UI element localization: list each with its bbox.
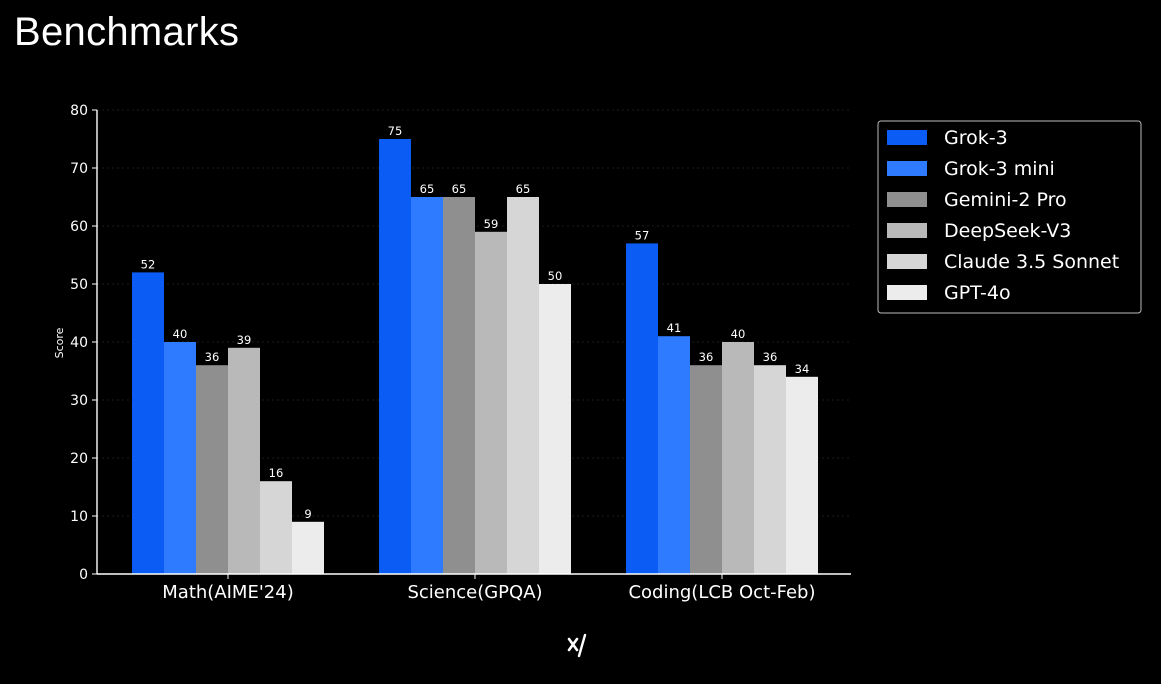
bar <box>626 243 658 574</box>
bar <box>379 139 411 574</box>
bar <box>164 342 196 574</box>
data-label: 40 <box>731 327 746 341</box>
legend-swatch <box>887 161 927 176</box>
bar <box>539 284 571 574</box>
bar <box>786 376 818 574</box>
bars: 52 40 36 39 16 9 75 65 65 59 65 50 57 41 36 40 36 34 <box>132 124 818 575</box>
bar <box>196 365 228 574</box>
data-label: 34 <box>795 362 810 376</box>
legend-label: GPT-4o <box>944 282 1011 304</box>
data-label: 50 <box>548 269 563 283</box>
page-title: Benchmarks <box>14 10 240 54</box>
data-label: 40 <box>173 327 188 341</box>
y-tick-label: 40 <box>70 335 88 351</box>
data-label: 59 <box>484 217 499 231</box>
data-label: 41 <box>667 321 682 335</box>
y-tick-label: 0 <box>79 567 88 583</box>
y-tick-label: 80 <box>70 103 88 119</box>
x-tick-label: Science(GPQA) <box>407 582 542 603</box>
bar <box>132 272 164 574</box>
data-label: 36 <box>699 350 714 364</box>
bar <box>690 365 722 574</box>
legend-label: Grok-3 <box>944 127 1008 149</box>
legend-swatch <box>887 223 927 238</box>
bar <box>411 197 443 574</box>
xai-logo-icon <box>567 633 587 658</box>
legend-swatch <box>887 130 927 145</box>
legend-label: DeepSeek-V3 <box>944 220 1071 242</box>
data-label: 36 <box>763 350 778 364</box>
legend: Grok-3 Grok-3 mini Gemini-2 Pro DeepSeek-V3… <box>877 120 1142 314</box>
bar <box>507 197 539 574</box>
data-label: 57 <box>635 228 650 242</box>
data-label: 65 <box>420 182 435 196</box>
bar <box>658 336 690 574</box>
y-tick-label: 70 <box>70 161 88 177</box>
data-label: 65 <box>452 182 467 196</box>
x-tick-label: Math(AIME'24) <box>162 582 293 603</box>
legend-label: Gemini-2 Pro <box>944 189 1067 211</box>
bar <box>228 347 260 574</box>
y-axis-label: Score <box>53 327 66 358</box>
bar <box>754 365 786 574</box>
y-tick-label: 50 <box>70 277 88 293</box>
data-label: 75 <box>388 124 403 138</box>
data-label: 9 <box>304 507 311 521</box>
bar <box>260 481 292 574</box>
legend-swatch <box>887 192 927 207</box>
y-tick-label: 20 <box>70 451 88 467</box>
bar <box>475 231 507 575</box>
y-tick-label: 30 <box>70 393 88 409</box>
legend-swatch <box>887 285 927 300</box>
bar <box>443 197 475 574</box>
y-tick-label: 60 <box>70 219 88 235</box>
data-label: 52 <box>141 257 156 271</box>
data-label: 39 <box>237 333 252 347</box>
axes: 0 10 20 30 40 50 60 70 80 Math(AIME'24) Science(GP… <box>70 103 851 603</box>
x-tick-label: Coding(LCB Oct-Feb) <box>628 582 815 603</box>
y-tick-label: 10 <box>70 509 88 525</box>
data-label: 16 <box>269 466 284 480</box>
legend-label: Claude 3.5 Sonnet <box>944 251 1119 273</box>
bar <box>292 521 324 574</box>
bar <box>722 342 754 574</box>
legend-swatch <box>887 254 927 269</box>
legend-label: Grok-3 mini <box>944 158 1055 180</box>
legend-box <box>877 120 1142 314</box>
data-label: 36 <box>205 350 220 364</box>
data-label: 65 <box>516 182 531 196</box>
